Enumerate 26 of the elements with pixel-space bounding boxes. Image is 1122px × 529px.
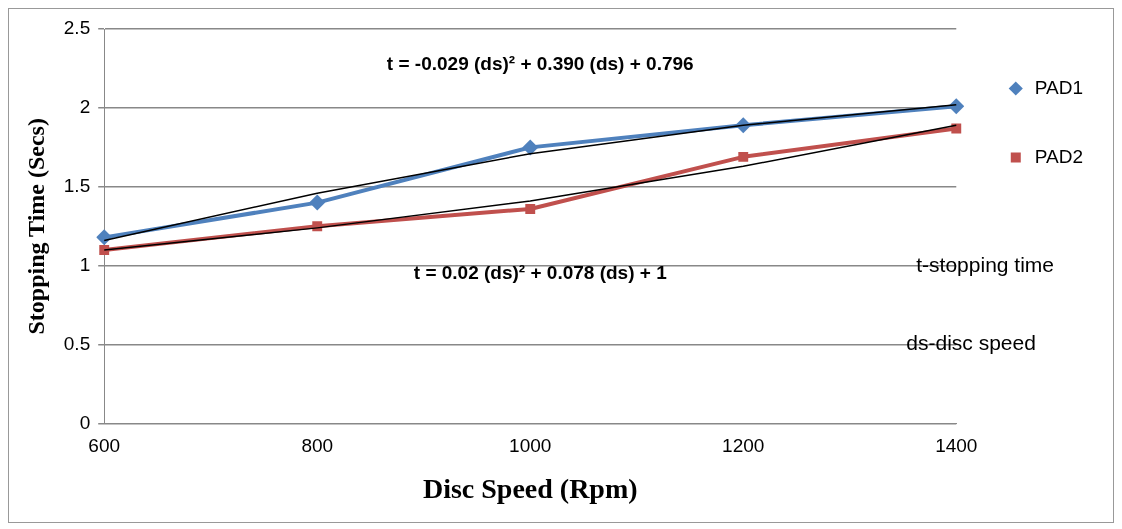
x-axis-title: Disc Speed (Rpm)	[422, 473, 638, 505]
point	[525, 203, 536, 214]
x-tick-label: 1400	[935, 435, 978, 457]
annotation: t = 0.02 (ds)² + 0.078 (ds) + 1	[413, 261, 668, 283]
annotation: t = -0.029 (ds)² + 0.390 (ds) + 0.796	[386, 52, 694, 74]
point	[738, 151, 749, 162]
y-tick-label: 1	[79, 253, 91, 275]
y-tick-label: 2	[79, 96, 91, 118]
y-axis-title: Stopping Time (Secs)	[22, 118, 49, 335]
legend-label: PAD2	[1034, 145, 1084, 167]
y-tick-label: 1.5	[63, 175, 91, 197]
point	[522, 139, 539, 156]
annotation: t-stopping time	[916, 252, 1055, 276]
annotation: ds-disc speed	[906, 331, 1036, 355]
point	[96, 229, 113, 246]
point	[951, 123, 962, 134]
legend-label: PAD1	[1034, 76, 1084, 98]
point	[309, 194, 326, 211]
x-tick-label: 1200	[722, 435, 765, 457]
y-tick-label: 0.5	[63, 332, 91, 354]
y-tick-label: 0	[79, 411, 91, 433]
x-tick-label: 600	[88, 435, 121, 457]
x-tick-label: 1000	[509, 435, 552, 457]
point	[99, 245, 110, 255]
y-tick-label: 2.5	[63, 17, 91, 39]
x-tick-label: 800	[301, 435, 334, 457]
